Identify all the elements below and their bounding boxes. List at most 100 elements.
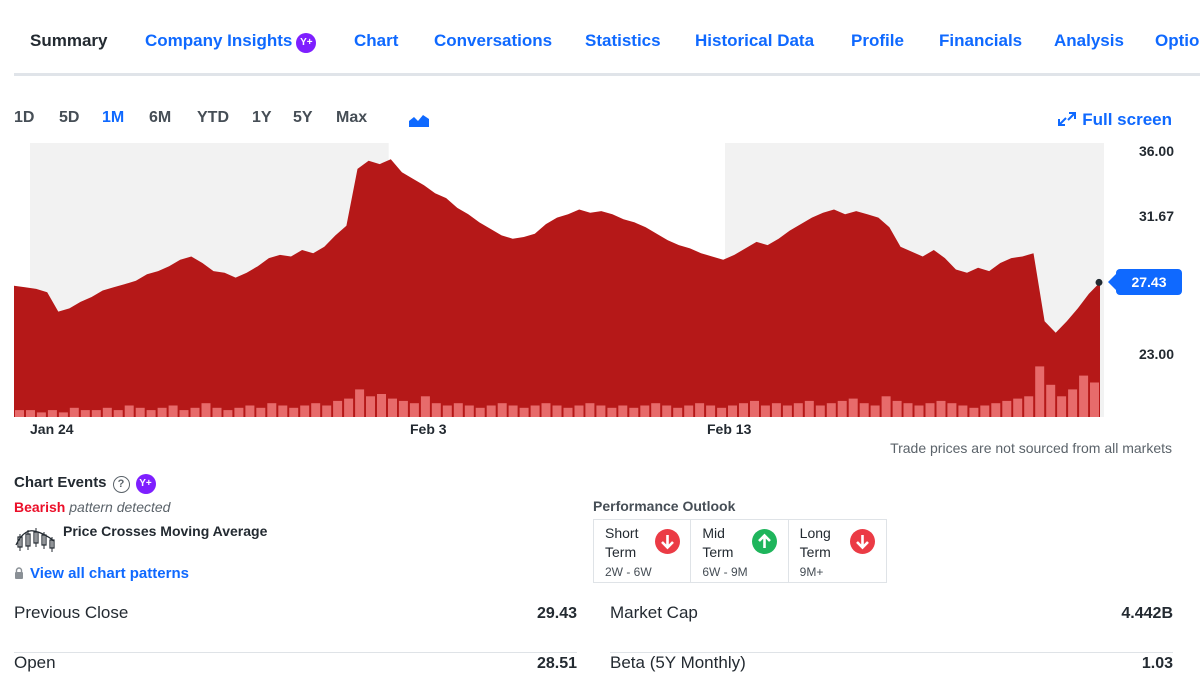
outlook-long-term: Long Term 9M+ xyxy=(789,520,886,582)
volume-bar xyxy=(793,403,803,417)
x-tick-label: Feb 3 xyxy=(410,421,447,437)
volume-bar xyxy=(300,405,310,417)
trade-price-disclaimer: Trade prices are not sourced from all ma… xyxy=(890,440,1172,456)
tab-chart[interactable]: Chart xyxy=(354,31,398,51)
tab-label: Chart xyxy=(354,31,399,50)
outlook-term-line: Mid xyxy=(702,525,725,541)
volume-bar xyxy=(1068,389,1078,417)
range-1y[interactable]: 1Y xyxy=(252,109,272,126)
current-price-tag: 27.43 xyxy=(1108,269,1182,296)
volume-bar xyxy=(662,405,672,417)
stat-row-market-cap: Market Cap 4.442B xyxy=(610,603,1173,653)
candlestick-pattern-icon xyxy=(15,528,55,552)
volume-bar xyxy=(289,407,299,417)
stat-row-previous-close: Previous Close 29.43 xyxy=(14,603,577,653)
range-5d[interactable]: 5D xyxy=(59,109,80,126)
stat-label: Beta (5Y Monthly) xyxy=(610,653,746,672)
stat-value: 28.51 xyxy=(536,655,577,672)
volume-bar xyxy=(409,403,419,417)
range-1d[interactable]: 1D xyxy=(14,109,35,126)
bearish-label: Bearish xyxy=(14,499,66,515)
performance-outlook: Performance Outlook Short Term 2W - 6W Mi… xyxy=(593,498,887,583)
volume-bar xyxy=(420,396,430,417)
volume-bar xyxy=(267,403,277,417)
outlook-term-label: Mid Term xyxy=(702,524,750,562)
volume-bar xyxy=(881,396,891,417)
expand-icon xyxy=(1058,112,1077,126)
fullscreen-label: Full screen xyxy=(1082,110,1172,129)
volume-bar xyxy=(640,405,650,417)
tab-label: Conversations xyxy=(434,31,553,50)
outlook-short-term: Short Term 2W - 6W xyxy=(594,520,692,582)
stat-row-open: Open 28.51 xyxy=(14,653,577,675)
volume-bar xyxy=(431,403,441,417)
pattern-name: Price Crosses Moving Average xyxy=(63,523,268,539)
stat-label: Open xyxy=(14,653,56,672)
volume-bar xyxy=(464,405,474,417)
performance-outlook-title: Performance Outlook xyxy=(593,498,736,514)
tab-conversations[interactable]: Conversations xyxy=(434,31,552,51)
outlook-mid-term: Mid Term 6W - 9M xyxy=(691,520,789,582)
volume-bar xyxy=(530,405,540,417)
range-6m[interactable]: 6M xyxy=(149,109,172,126)
tab-summary[interactable]: Summary xyxy=(30,31,107,51)
volume-bar xyxy=(201,403,211,417)
arrow-down-icon xyxy=(849,529,875,554)
volume-bar xyxy=(58,412,68,417)
price-chart[interactable]: 36.00 31.67 23.00 Jan 24 Feb 3 Feb 13 27… xyxy=(14,143,1182,443)
quote-nav-tabs: Summary Company Insights Y+ Chart Convers… xyxy=(14,0,1200,76)
arrow-down-icon xyxy=(655,529,680,554)
tab-historical-data[interactable]: Historical Data xyxy=(695,31,814,51)
tab-company-insights[interactable]: Company Insights Y+ xyxy=(145,31,317,53)
volume-bar xyxy=(1090,382,1099,417)
volume-bar xyxy=(739,403,748,417)
volume-bar xyxy=(355,389,365,417)
volume-bar xyxy=(1002,400,1012,417)
volume-bar xyxy=(618,405,628,417)
volume-bar xyxy=(157,407,167,417)
range-max[interactable]: Max xyxy=(336,109,368,126)
tab-analysis[interactable]: Analysis xyxy=(1054,31,1124,51)
volume-bar xyxy=(333,400,343,417)
x-tick-label: Feb 13 xyxy=(707,421,752,437)
volume-bar xyxy=(947,403,957,417)
volume-bar xyxy=(717,407,727,417)
outlook-term-line: Term xyxy=(799,544,831,560)
fullscreen-button[interactable]: Full screen xyxy=(1058,110,1172,130)
help-icon[interactable]: ? xyxy=(112,476,130,493)
volume-bar xyxy=(936,400,946,417)
tab-profile[interactable]: Profile xyxy=(851,31,904,51)
volume-bar xyxy=(388,398,397,417)
volume-bar xyxy=(91,410,101,417)
volume-bar xyxy=(771,403,781,417)
pattern-sentiment: Bearish pattern detected xyxy=(14,499,574,515)
performance-outlook-box[interactable]: Short Term 2W - 6W Mid Term 6W - 9M Long Te… xyxy=(593,519,887,583)
range-5y[interactable]: 5Y xyxy=(293,109,313,126)
view-all-patterns-link[interactable]: View all chart patterns xyxy=(14,565,574,582)
volume-bar xyxy=(541,403,551,417)
volume-bar xyxy=(651,403,661,417)
volume-bar xyxy=(1046,384,1056,417)
range-ytd[interactable]: YTD xyxy=(197,109,229,126)
mountain-chart-icon[interactable] xyxy=(408,112,430,128)
volume-bar xyxy=(903,403,913,417)
tab-statistics[interactable]: Statistics xyxy=(585,31,661,51)
last-price-dot xyxy=(1095,278,1103,286)
volume-bar xyxy=(1013,398,1023,417)
pattern-item[interactable]: Price Crosses Moving Average xyxy=(14,521,574,555)
stat-label: Market Cap xyxy=(610,603,698,622)
volume-bar xyxy=(958,405,968,417)
stat-row-beta: Beta (5Y Monthly) 1.03 xyxy=(610,653,1173,675)
stat-value: 29.43 xyxy=(536,605,577,622)
volume-bar xyxy=(102,407,112,417)
volume-bar xyxy=(234,407,244,417)
outlook-range: 6W - 9M xyxy=(702,565,748,579)
tab-label: Historical Data xyxy=(695,31,815,50)
volume-bar xyxy=(804,400,814,417)
tab-options[interactable]: Optio xyxy=(1155,31,1199,51)
yahoo-plus-badge-icon: Y+ xyxy=(135,474,156,494)
volume-bar xyxy=(1024,396,1034,417)
range-1m[interactable]: 1M xyxy=(102,109,125,126)
tab-label: Profile xyxy=(851,31,904,50)
tab-financials[interactable]: Financials xyxy=(939,31,1022,51)
